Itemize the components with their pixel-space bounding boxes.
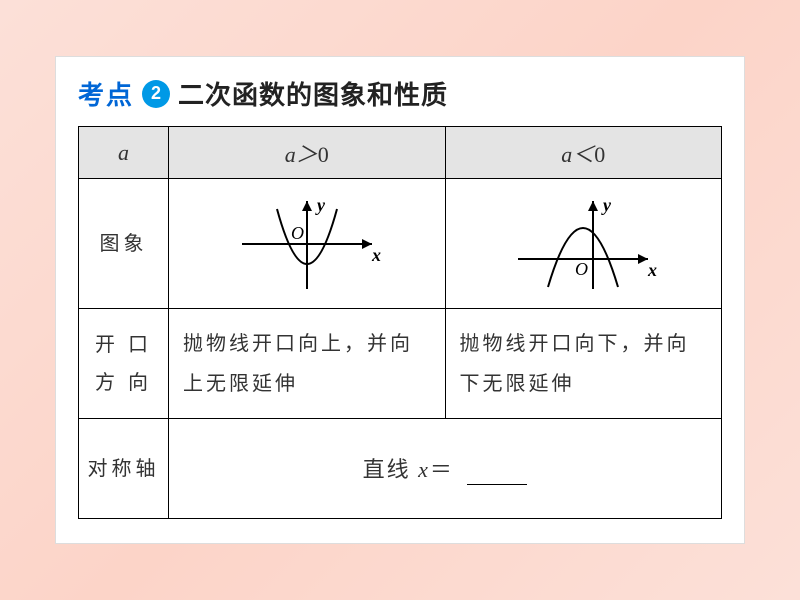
content-card: 考点 2 二次函数的图象和性质 a a＞0 a＜0 图象 y <box>55 56 745 544</box>
row-direction-label: 开 口方 向 <box>79 309 169 419</box>
row-direction: 开 口方 向 抛物线开口向上，并向上无限延伸 抛物线开口向下，并向下无限延伸 <box>79 309 722 419</box>
svg-text:x: x <box>647 260 657 280</box>
heading-label: 考点 <box>78 75 134 112</box>
row-axis-label: 对称轴 <box>79 419 169 519</box>
table-header-row: a a＞0 a＜0 <box>79 127 722 179</box>
heading: 考点 2 二次函数的图象和性质 <box>78 75 722 112</box>
graph-up-cell: y x O <box>169 179 446 309</box>
dir-down-desc: 抛物线开口向下，并向下无限延伸 <box>445 309 722 419</box>
svg-text:O: O <box>291 223 304 243</box>
svg-text:y: y <box>315 195 326 215</box>
graph-down-cell: y x O <box>445 179 722 309</box>
svg-text:x: x <box>371 245 381 265</box>
row-axis: 对称轴 直线 x＝ <box>79 419 722 519</box>
hdr-a-gt-0: a＞0 <box>169 127 446 179</box>
parabola-down-icon: y x O <box>498 189 668 299</box>
svg-text:O: O <box>575 259 588 279</box>
fill-in-blank[interactable] <box>467 484 527 485</box>
properties-table: a a＞0 a＜0 图象 y x O <box>78 126 722 519</box>
hdr-a-lt-0: a＜0 <box>445 127 722 179</box>
dir-up-desc: 抛物线开口向上，并向上无限延伸 <box>169 309 446 419</box>
row-graph: 图象 y x O <box>79 179 722 309</box>
hdr-a: a <box>79 127 169 179</box>
parabola-up-icon: y x O <box>222 189 392 299</box>
heading-title: 二次函数的图象和性质 <box>178 75 448 112</box>
axis-text: 直线 x＝ <box>363 457 462 482</box>
axis-of-symmetry-cell: 直线 x＝ <box>169 419 722 519</box>
row-graph-label: 图象 <box>79 179 169 309</box>
svg-text:y: y <box>601 195 612 215</box>
heading-badge: 2 <box>142 80 170 108</box>
